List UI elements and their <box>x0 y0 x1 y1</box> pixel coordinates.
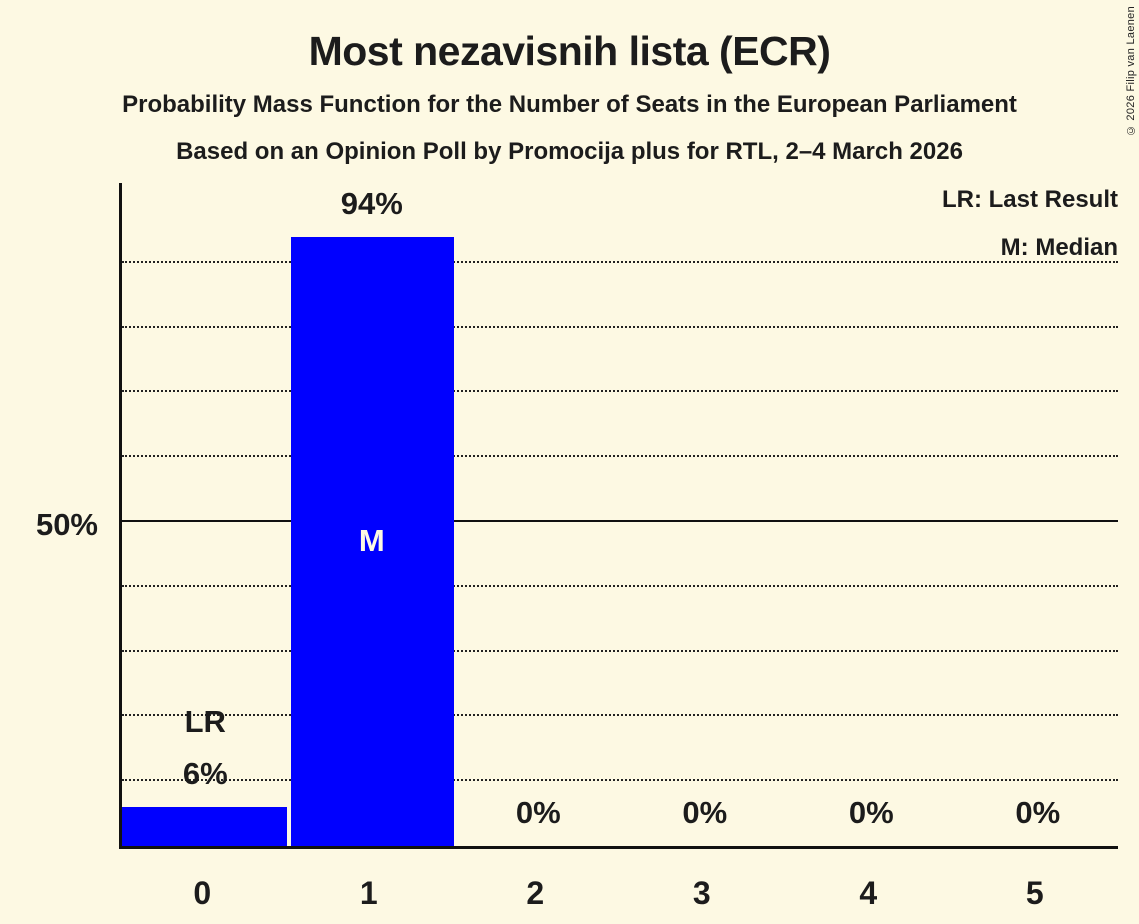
subtitle-poll-source: Based on an Opinion Poll by Promocija pl… <box>176 138 963 165</box>
gridline-40pct <box>122 584 1118 587</box>
subtitle-pmf: Probability Mass Function for the Number… <box>122 91 1017 118</box>
gridline-20pct <box>122 714 1118 717</box>
x-tick-label-5: 5 <box>1025 875 1044 911</box>
y-axis-tick-label-50: 50% <box>35 507 98 542</box>
bar-seats-1 <box>290 236 454 846</box>
gridline-80pct <box>122 325 1118 328</box>
gridline-70pct <box>122 390 1118 393</box>
legend-last-result: LR: Last Result <box>941 186 1118 213</box>
bar-value-label-2: 0% <box>515 795 561 830</box>
x-tick-label-1: 1 <box>359 875 378 911</box>
bar-value-label-3: 0% <box>682 795 728 830</box>
x-tick-label-0: 0 <box>193 875 212 911</box>
median-marker: M <box>358 523 385 559</box>
gridline-10pct <box>122 779 1118 782</box>
last-result-marker: LR <box>184 704 226 740</box>
x-tick-label-4: 4 <box>859 875 878 911</box>
bar-value-label-0: 6% <box>182 756 228 792</box>
legend-median: M: Median <box>1000 234 1118 261</box>
plot-area: 6% LR 94% M 0% 0% 0% 0% <box>119 183 1118 849</box>
x-axis-labels: 0 1 2 3 4 5 <box>119 871 1118 915</box>
legend: LR: Last Result M: Median <box>942 176 1118 272</box>
gridline-60pct <box>122 455 1118 458</box>
x-tick-label-3: 3 <box>692 875 711 911</box>
bar-seats-0 <box>122 807 287 846</box>
gridline-50pct-solid <box>122 520 1118 522</box>
bar-value-label-1: 94% <box>340 185 403 221</box>
gridline-30pct <box>122 649 1118 652</box>
bar-value-label-4: 0% <box>848 795 894 830</box>
gridline-90pct <box>122 260 1118 263</box>
x-tick-label-2: 2 <box>526 875 545 911</box>
copyright-notice: © 2026 Filip van Laenen <box>1125 6 1137 137</box>
bar-value-label-5: 0% <box>1015 795 1061 830</box>
page-title: Most nezavisnih lista (ECR) <box>308 28 831 74</box>
